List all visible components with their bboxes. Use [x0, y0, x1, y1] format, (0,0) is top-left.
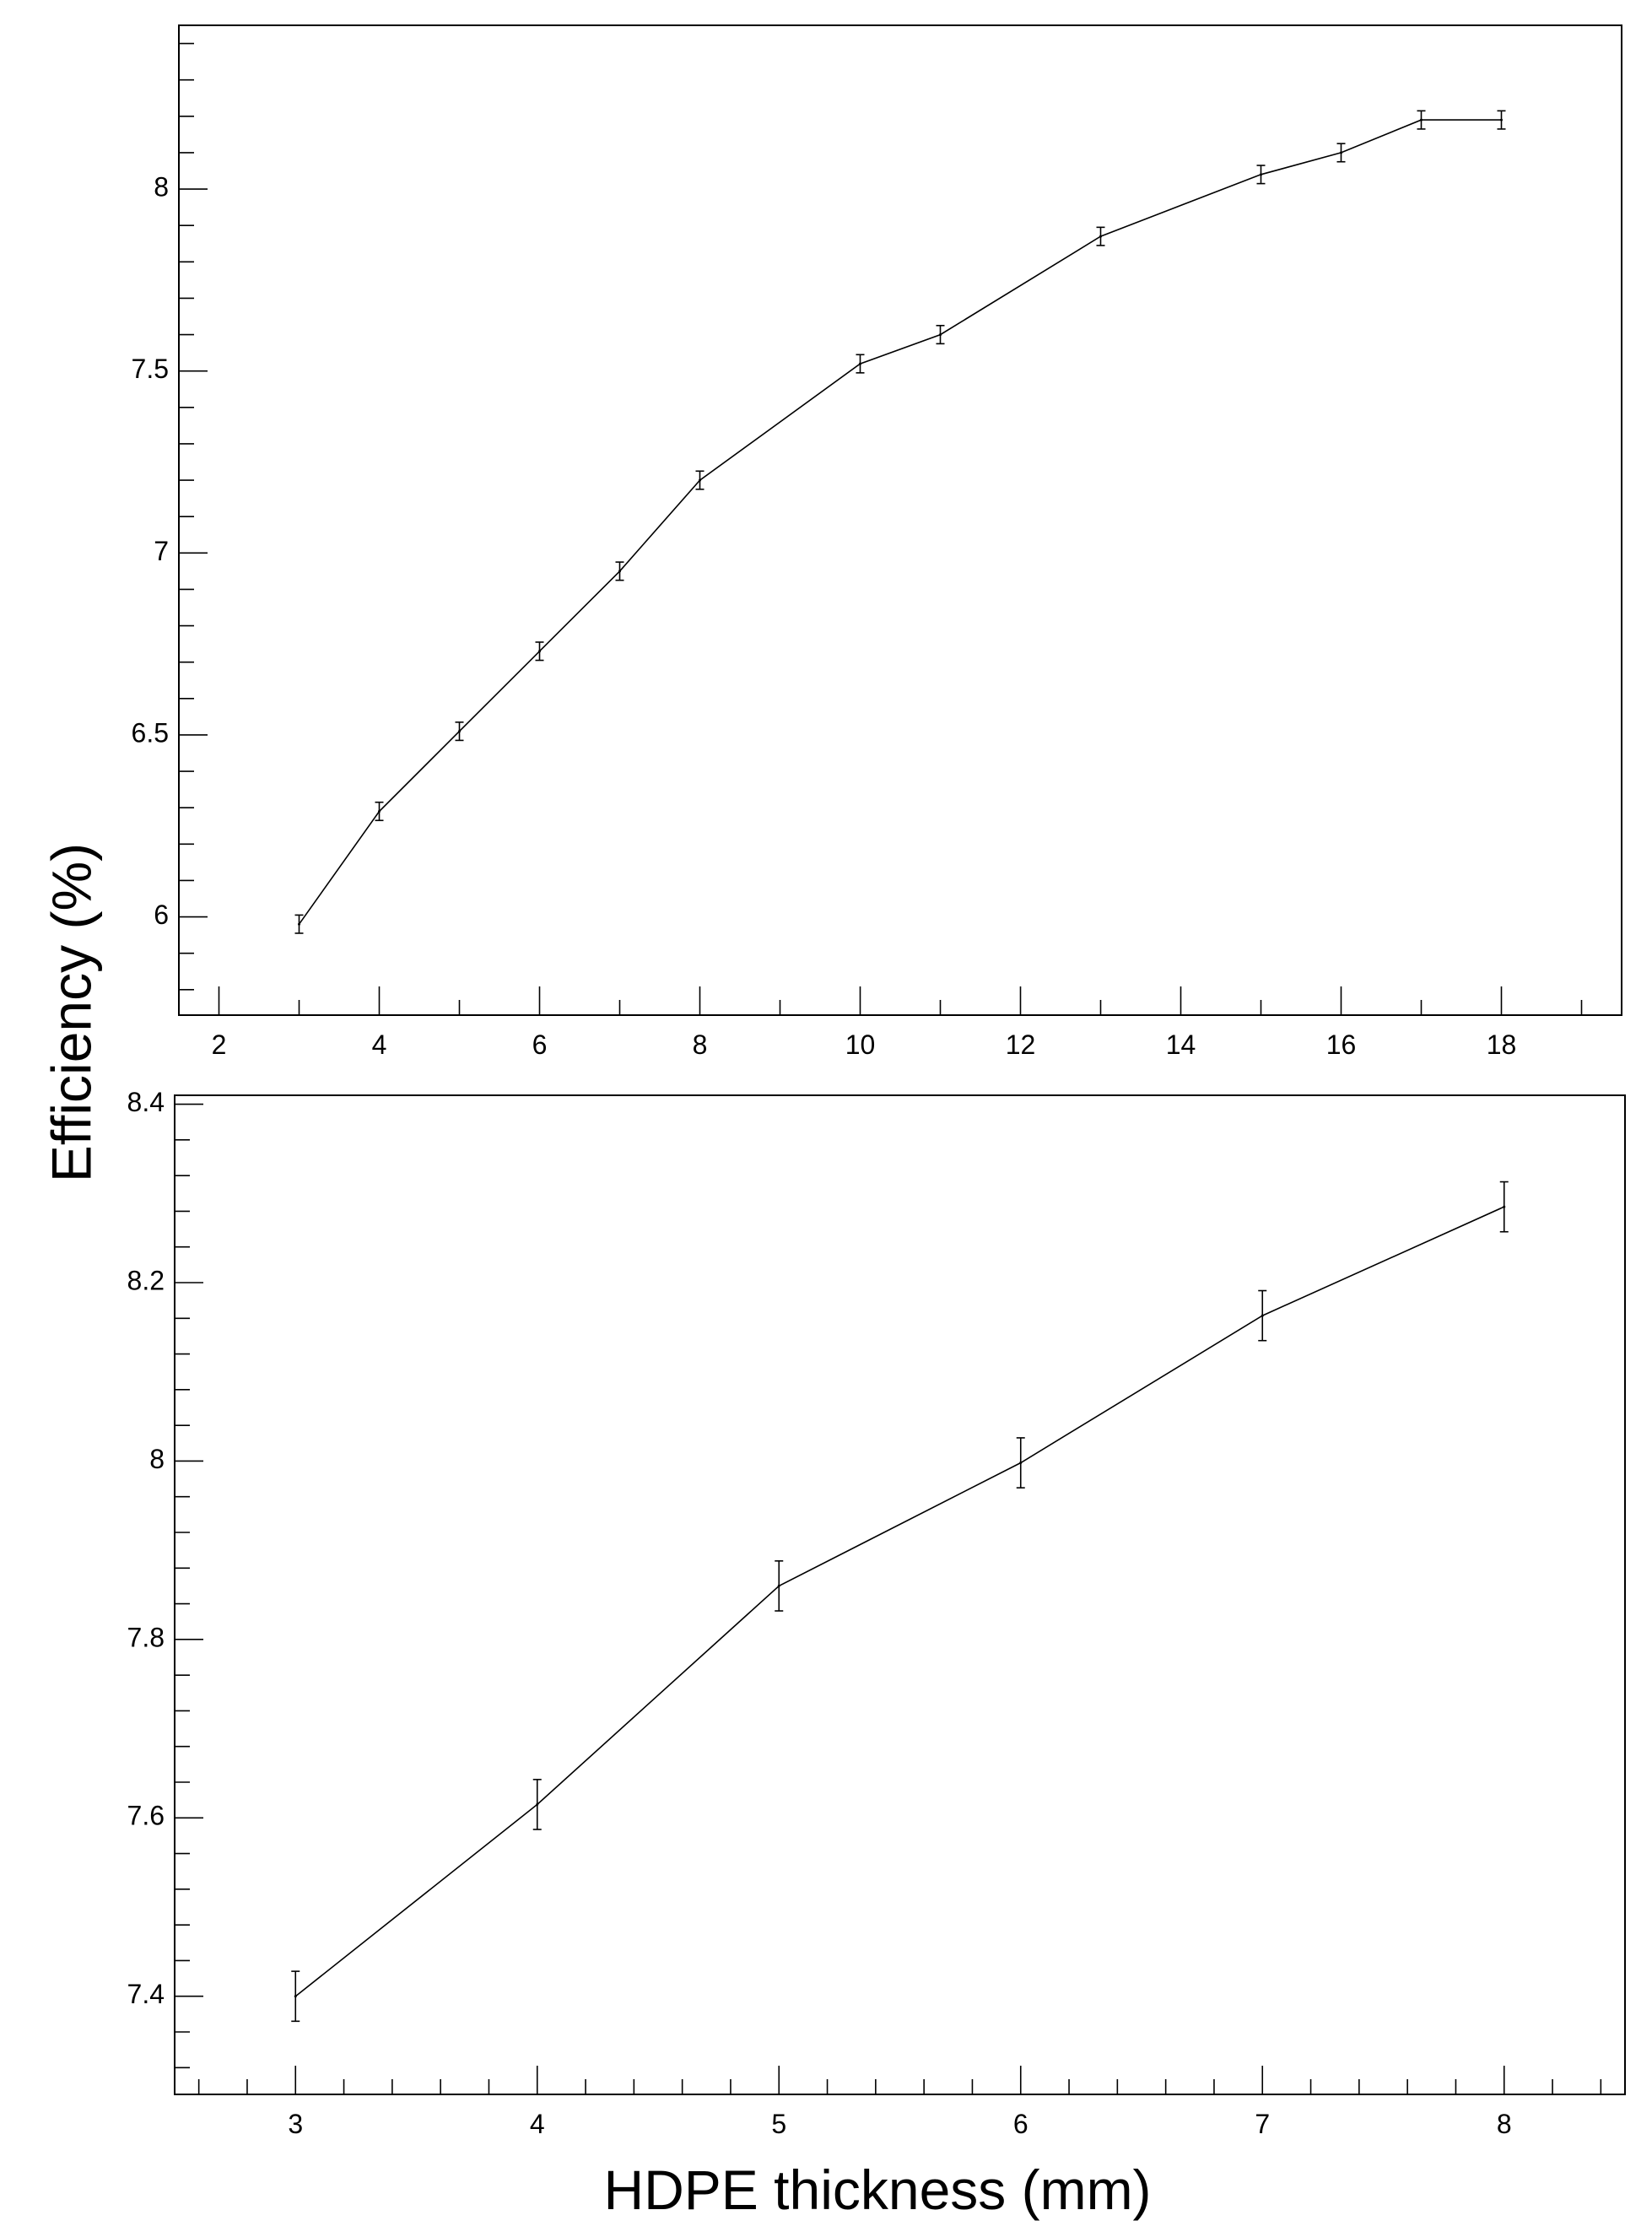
data-point: [1420, 118, 1423, 122]
x-tick-label: 4: [372, 1029, 387, 1060]
x-tick-label: 10: [845, 1029, 876, 1060]
x-tick-label: 8: [1497, 2109, 1512, 2139]
data-point: [939, 333, 942, 337]
data-point: [298, 922, 300, 926]
series-line: [298, 119, 1502, 925]
data-point: [699, 478, 701, 482]
data-point: [1340, 151, 1342, 154]
y-tick-label: 7.6: [127, 1801, 165, 1831]
x-tick-label: 2: [212, 1029, 227, 1060]
series-line: [294, 1206, 1505, 1997]
x-tick-label: 6: [532, 1029, 548, 1060]
y-tick-label: 6: [154, 900, 169, 930]
y-tick-label: 8: [149, 1444, 165, 1474]
y-tick-label: 8.4: [127, 1087, 165, 1117]
x-tick-label: 6: [1013, 2109, 1028, 2139]
data-point: [536, 1802, 539, 1806]
x-tick-label: 8: [693, 1029, 708, 1060]
y-tick-label: 7: [154, 536, 169, 566]
x-tick-label: 5: [771, 2109, 786, 2139]
data-point: [1500, 118, 1503, 122]
x-tick-label: 16: [1326, 1029, 1357, 1060]
x-tick-label: 12: [1006, 1029, 1036, 1060]
y-tick-label: 8.2: [127, 1265, 165, 1295]
data-point: [458, 730, 461, 733]
y-tick-label: 7.8: [127, 1622, 165, 1652]
data-point: [294, 1995, 297, 1998]
plot-frame: [174, 1094, 1626, 2095]
y-axis-title: Efficiency (%): [40, 843, 102, 1182]
data-point: [378, 810, 381, 813]
x-tick-label: 7: [1255, 2109, 1270, 2139]
y-tick-label: 7.5: [132, 354, 169, 384]
data-point: [1019, 1462, 1023, 1465]
data-point: [1099, 235, 1102, 238]
x-axis-title: HDPE thickness (mm): [603, 2159, 1151, 2221]
data-point: [538, 650, 541, 653]
data-point: [859, 362, 861, 365]
top-panel: 6 6.5 7 7.5 8 2 4 6 8 10 12 14 16 18: [132, 24, 1622, 1060]
x-tick-label: 14: [1166, 1029, 1196, 1060]
x-tick-label: 4: [530, 2109, 545, 2139]
data-point: [618, 570, 621, 573]
x-tick-label: 18: [1487, 1029, 1517, 1060]
y-tick-label: 7.4: [127, 1979, 165, 2009]
bottom-panel: 7.4 7.6 7.8 8 8.2 8.4 3 4 5 6 7 8: [127, 1087, 1626, 2139]
data-point: [1503, 1205, 1506, 1208]
x-tick-label: 3: [288, 2109, 303, 2139]
y-tick-label: 6.5: [132, 717, 169, 748]
y-tick-label: 8: [154, 172, 169, 203]
plot-frame: [178, 24, 1622, 1016]
data-point: [1260, 173, 1262, 176]
data-point: [777, 1584, 780, 1587]
data-point: [1261, 1314, 1264, 1317]
